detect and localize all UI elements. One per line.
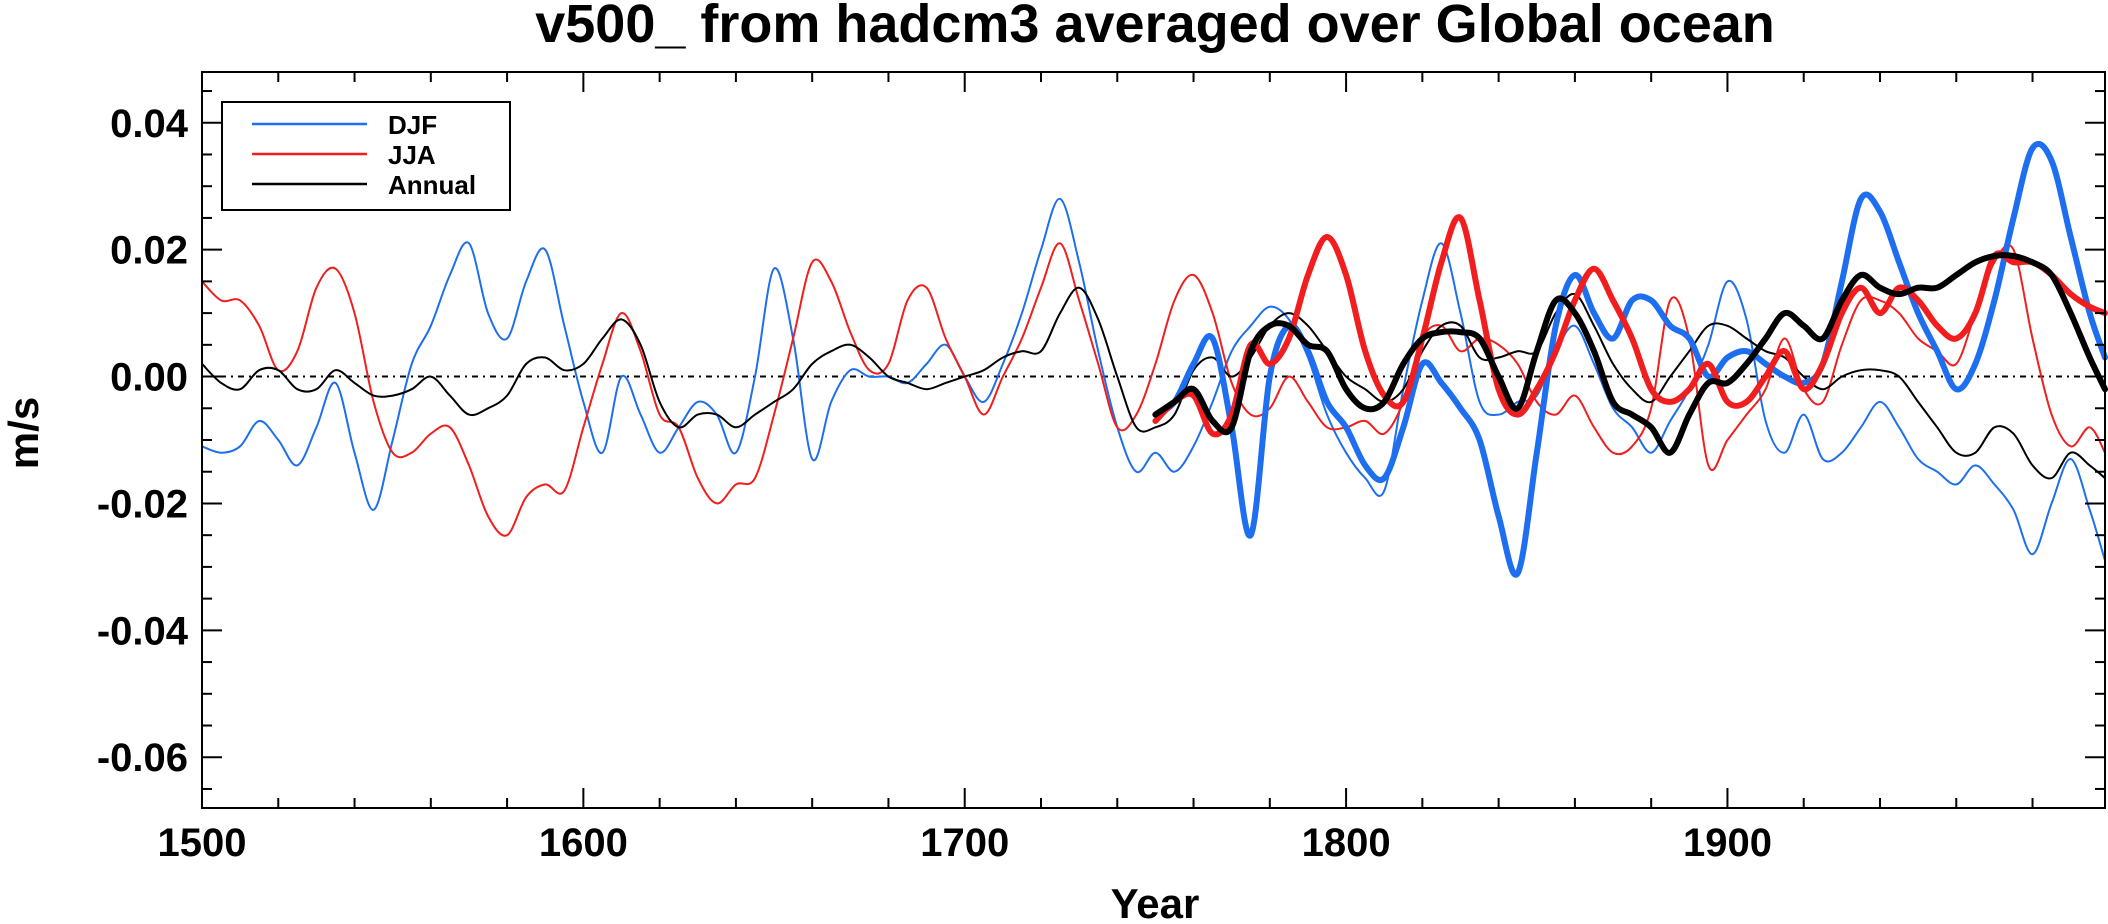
plot-area: 1500 1600 1700 1800 1900 -0.06 -0.04 -0.02 0.00 0… [97, 71, 2108, 865]
series-line-jja-thick [1152, 214, 2108, 438]
x-tick-label: 1900 [1683, 821, 1772, 865]
y-axis-label: m/s [0, 397, 47, 469]
legend-label-jja: JJA [388, 140, 436, 170]
x-tick-label: 1500 [158, 821, 247, 865]
series-line-jja-thin [201, 242, 2106, 537]
series-line-annual-thick [1152, 252, 2108, 456]
legend-label-djf: DJF [388, 110, 437, 140]
series-line-djf-thin [201, 197, 2106, 562]
x-tick-label: 1800 [1302, 821, 1391, 865]
chart-title: v500_ from hadcm3 averaged over Global o… [535, 0, 1775, 54]
x-tick-label: 1600 [539, 821, 628, 865]
y-tick-label: 0.00 [110, 356, 188, 400]
legend-label-annual: Annual [388, 170, 476, 200]
y-tick-label: -0.04 [97, 609, 189, 653]
series-line-djf-thick [1152, 140, 2108, 578]
y-tick-label: 0.04 [110, 102, 189, 146]
y-tick-label: -0.06 [97, 736, 188, 780]
legend-box [221, 101, 511, 211]
x-tick-label: 1700 [920, 821, 1009, 865]
y-tick-label: 0.02 [110, 229, 188, 273]
y-tick-label: -0.02 [97, 482, 188, 526]
x-axis-label: Year [1111, 880, 1200, 924]
series-line-annual-thin [201, 286, 2106, 480]
